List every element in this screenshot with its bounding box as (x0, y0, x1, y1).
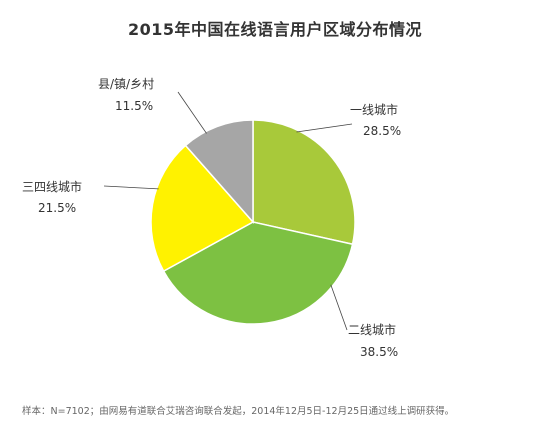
slice-tier3-4 (150, 144, 255, 273)
leader-rural (177, 91, 207, 134)
label-name-tier1: 一线城市 (350, 102, 398, 117)
leader-tier1 (296, 123, 353, 133)
leader-tier2 (330, 284, 348, 331)
label-value-rural: 11.5% (115, 99, 153, 113)
label-value-tier3-4: 21.5% (38, 201, 76, 215)
slice-rural (184, 119, 254, 224)
leader-lines (103, 91, 353, 331)
chart-title: 2015年中国在线语言用户区域分布情况 (127, 20, 423, 39)
label-name-tier3-4: 三四线城市 (22, 179, 82, 194)
footnote: 样本：N=7102；由网易有道联合艾瑞咨询联合发起，2014年12月5日-12月… (22, 406, 455, 417)
slice-tier2 (162, 221, 354, 325)
label-value-tier2: 38.5% (360, 345, 398, 359)
label-name-rural: 县/镇/乡村 (98, 77, 154, 91)
pie-slices (150, 119, 356, 325)
leader-tier3-4 (103, 185, 159, 190)
slice-tier1 (252, 119, 356, 246)
label-value-tier1: 28.5% (363, 124, 401, 138)
label-name-tier2: 二线城市 (348, 322, 396, 337)
